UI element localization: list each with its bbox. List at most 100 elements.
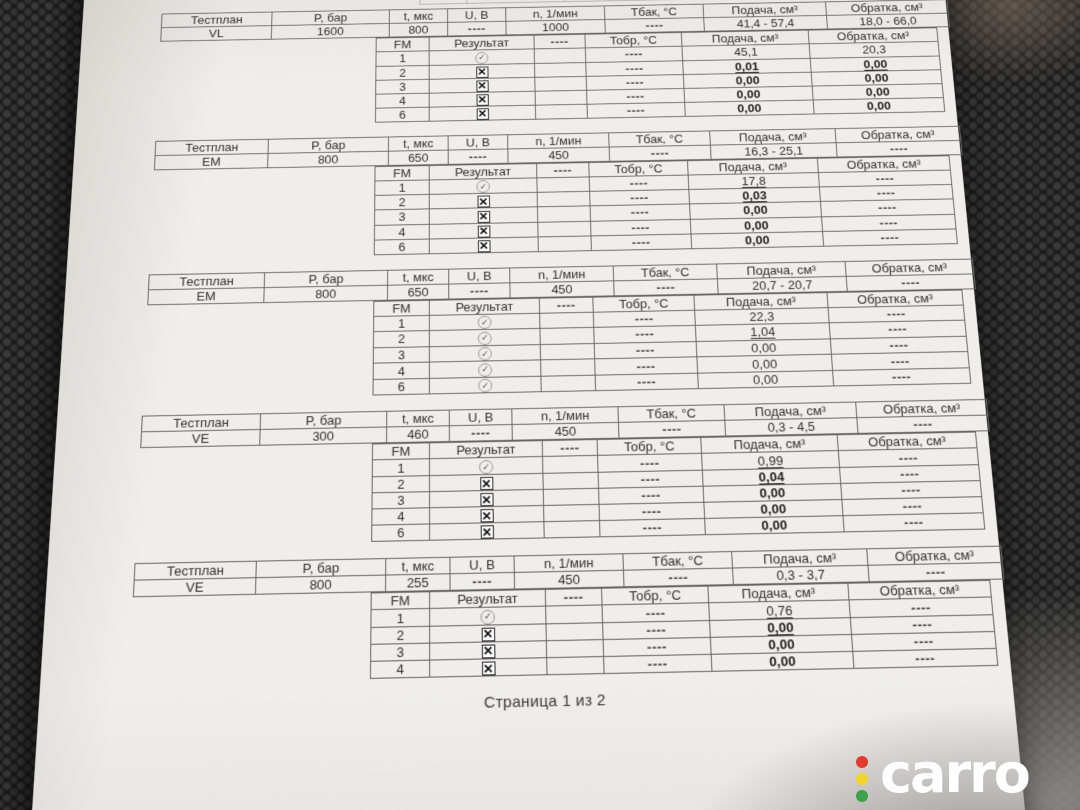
plan-value-cell: 300 <box>260 427 387 445</box>
fail-x-icon: ✕ <box>476 94 488 106</box>
fm-number-cell: 2 <box>371 626 430 644</box>
sub-header-cell: FM <box>374 300 430 316</box>
fail-x-icon: ✕ <box>481 627 495 641</box>
plan-value-cell: ---- <box>449 425 512 442</box>
sub-header-cell: ---- <box>545 589 602 607</box>
measurement-table: FM Результат ---- Тобр, °С Подача, см³ Обратк… <box>372 289 971 396</box>
sub-header-cell: FM <box>375 165 429 180</box>
table-block: Тестплан P, бар t, мкс U, Вn, 1/мин Тбак, °С… <box>135 400 947 547</box>
empty-cell <box>534 62 586 77</box>
plan-value-cell: ---- <box>449 283 510 299</box>
plan-value-cell: ---- <box>605 18 705 33</box>
green-dot-icon <box>856 790 868 802</box>
fm-number-cell: 4 <box>373 362 429 379</box>
empty-cell <box>540 328 594 345</box>
empty-cell <box>535 90 587 105</box>
carro-logo-text: carro <box>880 747 1029 801</box>
main-header-cell: U, В <box>448 135 508 150</box>
fail-x-icon: ✕ <box>477 196 490 208</box>
plan-value-cell: ---- <box>623 568 733 587</box>
empty-cell <box>538 221 591 237</box>
tobr-cell: ---- <box>600 519 706 537</box>
sub-header-cell: ---- <box>539 297 593 313</box>
fail-x-icon: ✕ <box>481 661 495 675</box>
empty-cell <box>540 343 594 360</box>
pass-check-icon: ✓ <box>479 460 493 474</box>
fm-number-cell: 6 <box>375 107 429 122</box>
fm-number-cell: 3 <box>373 346 429 363</box>
fail-x-icon: ✕ <box>476 108 488 120</box>
obratka-value-cell: ---- <box>823 229 958 246</box>
fm-number-cell: 4 <box>374 224 429 240</box>
empty-cell <box>544 504 600 521</box>
main-header-cell: t, мкс <box>386 558 450 576</box>
tobr-cell: ---- <box>595 373 698 391</box>
plan-value-cell: ---- <box>450 573 515 591</box>
podacha-value-cell: 0,00 <box>698 370 834 389</box>
plan-value-cell: 450 <box>508 147 610 163</box>
sub-header-cell: ---- <box>537 162 590 177</box>
fail-x-icon: ✕ <box>480 509 493 522</box>
main-header-cell: t, мкс <box>387 410 450 427</box>
fm-number-cell: 2 <box>373 331 429 348</box>
main-header-cell: t, мкс <box>389 9 447 24</box>
podacha-value-cell: 0,00 <box>685 100 815 116</box>
photo-scene: 0,00 ТестпланP, барt, мксU, Вn, 1/минТба… <box>0 0 1080 810</box>
fail-x-icon: ✕ <box>481 644 495 658</box>
main-header-cell: U, В <box>450 556 514 574</box>
table-block: Тестплан P, бар t, мкс U, Вn, 1/мин Тбак, °С… <box>156 0 910 127</box>
fail-x-icon: ✕ <box>477 210 490 222</box>
fm-number-cell: 2 <box>375 195 430 211</box>
plan-value-cell: 255 <box>386 574 451 592</box>
obratka-value-cell: ---- <box>843 513 985 532</box>
empty-cell <box>537 192 590 208</box>
main-header-cell: U, В <box>449 409 512 426</box>
pass-check-icon: ✓ <box>476 180 489 193</box>
fm-number-cell: 6 <box>372 524 430 542</box>
red-dot-icon <box>856 756 868 768</box>
main-header-cell: t, мкс <box>388 136 448 151</box>
carro-logo: carro <box>856 746 1029 802</box>
table-block: Тестплан P, бар t, мкс U, Вn, 1/мин Тбак, °С… <box>143 259 934 400</box>
fail-x-icon: ✕ <box>480 477 493 490</box>
plan-value-cell: 460 <box>387 426 450 443</box>
podacha-value-cell: 0,00 <box>691 231 824 248</box>
pass-check-icon: ✓ <box>478 331 492 345</box>
plan-value-cell: VL <box>161 26 272 42</box>
empty-cell <box>543 456 599 474</box>
empty-cell <box>540 312 594 329</box>
plan-value-cell: ---- <box>618 421 725 439</box>
plan-value-cell: EM <box>148 287 264 304</box>
plan-value-cell: ---- <box>857 415 989 433</box>
empty-cell <box>534 48 586 63</box>
main-header-cell: U, В <box>448 8 506 23</box>
measurement-table: FM Результат ---- Тобр, °С Подача, см³ Обратк… <box>371 432 985 542</box>
pass-check-icon: ✓ <box>478 379 492 393</box>
pass-check-icon: ✓ <box>478 363 492 377</box>
fail-x-icon: ✕ <box>476 80 488 92</box>
fm-number-cell: 1 <box>374 315 430 332</box>
fm-number-cell: 2 <box>376 65 429 80</box>
plan-value-cell: 650 <box>388 150 448 165</box>
fm-number-cell: 2 <box>372 476 429 493</box>
plan-value-cell: ---- <box>868 563 1004 582</box>
fm-number-cell: 1 <box>376 51 429 66</box>
plan-value-cell: 1000 <box>506 19 605 34</box>
fail-x-icon: ✕ <box>480 493 493 506</box>
sub-header-cell: FM <box>376 37 429 52</box>
measurement-table: FM Результат ---- Тобр, °С Подача, см³ Обратк… <box>375 27 945 122</box>
yellow-dot-icon <box>856 773 868 785</box>
obratka-value-cell: 0,00 <box>813 97 945 113</box>
fm-number-cell: 1 <box>372 459 429 477</box>
result-cell: ✕ <box>429 105 535 121</box>
measurement-table: FM Результат ---- Тобр, °С Подача, см³ Обратк… <box>370 580 998 679</box>
podacha-value-cell: 0,00 <box>711 651 854 671</box>
fm-number-cell: 3 <box>375 209 430 225</box>
measurement-table: FM Результат ---- Тобр, °С Подача, см³ Обратк… <box>374 155 958 255</box>
tobr-cell: ---- <box>602 603 709 623</box>
result-cell: ✕ <box>430 658 547 678</box>
empty-cell <box>537 177 590 193</box>
fm-number-cell: 4 <box>376 93 430 108</box>
sub-header-cell: ---- <box>534 34 585 49</box>
paper-sheet: 0,00 ТестпланP, барt, мксU, Вn, 1/минТба… <box>24 0 1036 810</box>
